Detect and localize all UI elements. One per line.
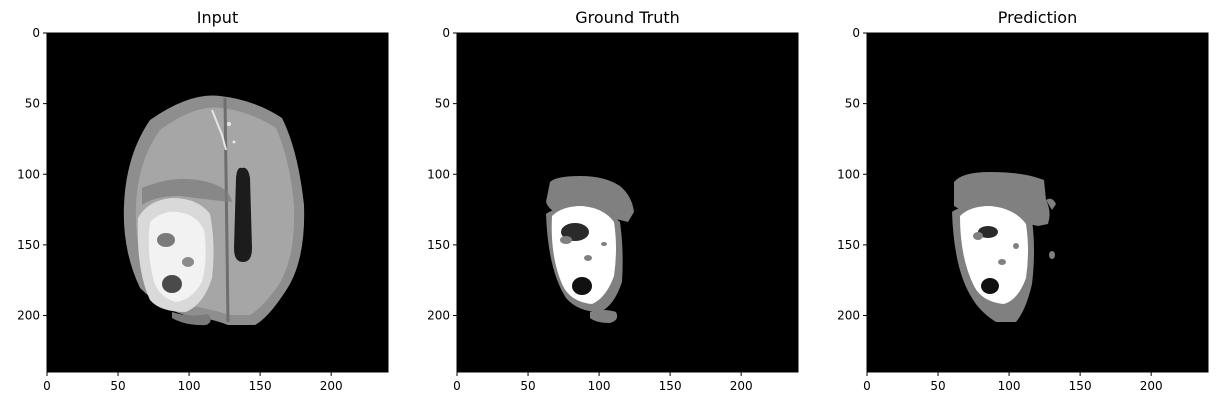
prediction-plot: 0 50 100 150 200 0 50 100 150 200: [837, 26, 1209, 393]
y-tick-label: 150: [427, 238, 450, 252]
y-tick-label: 0: [32, 26, 40, 40]
input-plot: 0 50 100 150 200 0 50 100 150 200: [17, 26, 389, 393]
y-axis: 0 50 100 150 200: [837, 26, 867, 323]
y-axis: 0 50 100 150 200: [17, 26, 47, 323]
x-tick-label: 150: [659, 379, 682, 393]
y-axis: 0 50 100 150 200: [427, 26, 457, 323]
y-tick-label: 50: [435, 97, 450, 111]
x-axis: 0 50 100 150 200: [453, 372, 753, 393]
x-tick-label: 200: [320, 379, 343, 393]
axes-frame: [866, 32, 1209, 373]
y-tick-label: 100: [427, 167, 450, 181]
x-tick-label: 100: [998, 379, 1021, 393]
mri-brain-slice: [123, 95, 305, 326]
x-tick-label: 100: [588, 379, 611, 393]
panel-ground-truth: Ground Truth 0 50 100 150 200 0 50 100 150 200: [410, 0, 810, 407]
x-tick-label: 150: [249, 379, 272, 393]
panel-prediction: Prediction 0 50 100 150 200 0 50 100 150 200: [820, 0, 1220, 407]
axes-frame: [456, 32, 799, 373]
segmentation-mask: [546, 176, 634, 323]
ground-truth-plot: 0 50 100 150 200 0 50 100 150 200: [427, 26, 799, 393]
y-tick-label: 150: [17, 238, 40, 252]
x-tick-label: 100: [178, 379, 201, 393]
x-tick-label: 50: [110, 379, 125, 393]
panel-input: Input 0 50 100 150 2: [0, 0, 400, 407]
y-tick-label: 200: [837, 309, 860, 323]
x-tick-label: 50: [520, 379, 535, 393]
panel-title: Input: [196, 8, 239, 27]
y-tick-label: 200: [427, 309, 450, 323]
y-tick-label: 50: [25, 97, 40, 111]
x-axis: 0 50 100 150 200: [43, 372, 343, 393]
x-tick-label: 200: [1140, 379, 1163, 393]
x-axis: 0 50 100 150 200: [863, 372, 1163, 393]
y-tick-label: 0: [852, 26, 860, 40]
y-tick-label: 0: [442, 26, 450, 40]
x-tick-label: 0: [43, 379, 51, 393]
panel-title: Prediction: [997, 8, 1078, 27]
x-tick-label: 0: [453, 379, 461, 393]
x-tick-label: 50: [930, 379, 945, 393]
y-tick-label: 100: [837, 167, 860, 181]
x-tick-label: 0: [863, 379, 871, 393]
x-tick-label: 200: [730, 379, 753, 393]
x-tick-label: 150: [1069, 379, 1092, 393]
panel-title: Ground Truth: [575, 8, 680, 27]
y-tick-label: 200: [17, 309, 40, 323]
axes-frame: [46, 32, 389, 373]
y-tick-label: 150: [837, 238, 860, 252]
y-tick-label: 100: [17, 167, 40, 181]
segmentation-mask: [952, 172, 1056, 322]
y-tick-label: 50: [845, 97, 860, 111]
